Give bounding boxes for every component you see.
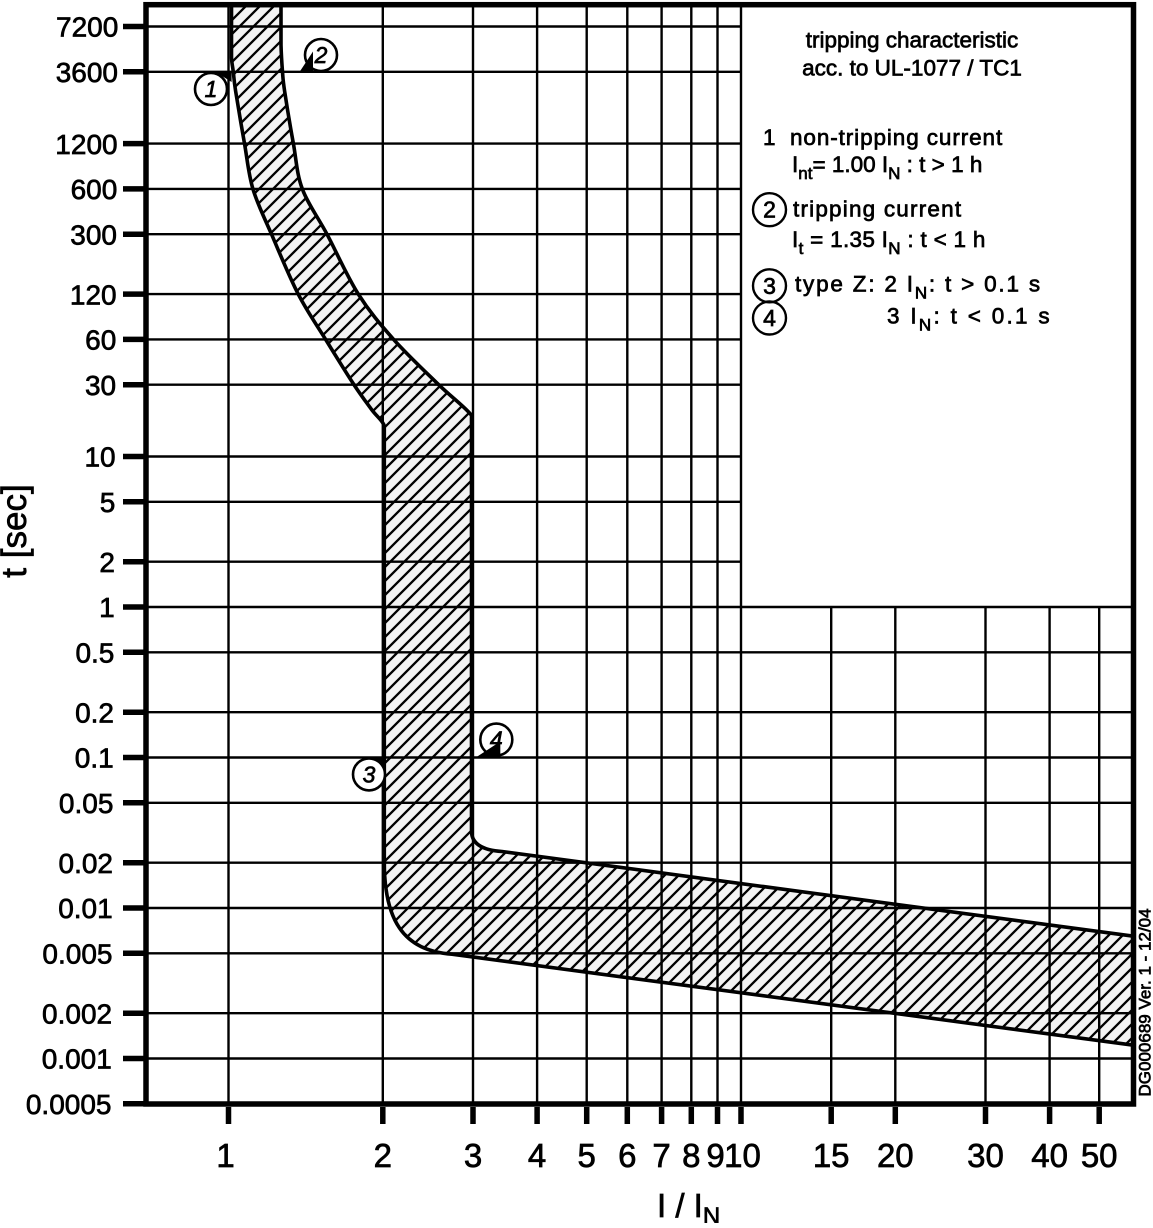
svg-text:non-tripping current: non-tripping current bbox=[790, 125, 1003, 150]
svg-text:1: 1 bbox=[216, 1137, 234, 1174]
svg-text:120: 120 bbox=[70, 279, 117, 310]
svg-text:0.05: 0.05 bbox=[59, 788, 114, 819]
svg-text:DG000689 Ver. 1 - 12/04: DG000689 Ver. 1 - 12/04 bbox=[1136, 908, 1153, 1096]
svg-text:60: 60 bbox=[85, 325, 116, 356]
svg-text:9: 9 bbox=[706, 1137, 724, 1174]
svg-text:15: 15 bbox=[813, 1137, 850, 1174]
svg-text:8: 8 bbox=[682, 1137, 700, 1174]
svg-text:2: 2 bbox=[314, 42, 328, 68]
svg-text:50: 50 bbox=[1081, 1137, 1118, 1174]
svg-text:3: 3 bbox=[763, 273, 776, 299]
svg-text:1: 1 bbox=[99, 592, 115, 623]
svg-text:10: 10 bbox=[724, 1137, 761, 1174]
svg-text:20: 20 bbox=[877, 1137, 914, 1174]
svg-text:acc. to UL-1077 / TC1: acc. to UL-1077 / TC1 bbox=[802, 56, 1022, 81]
svg-text:600: 600 bbox=[71, 174, 118, 205]
svg-text:7200: 7200 bbox=[56, 12, 118, 43]
svg-text:30: 30 bbox=[85, 370, 116, 401]
svg-text:1: 1 bbox=[763, 125, 776, 150]
svg-text:tripping current: tripping current bbox=[793, 197, 962, 222]
svg-text:7: 7 bbox=[652, 1137, 670, 1174]
svg-text:3: 3 bbox=[464, 1137, 482, 1174]
svg-text:2: 2 bbox=[763, 197, 776, 223]
svg-text:4: 4 bbox=[528, 1137, 546, 1174]
svg-text:5: 5 bbox=[100, 487, 116, 518]
svg-text:1200: 1200 bbox=[55, 129, 117, 160]
svg-text:0.2: 0.2 bbox=[75, 697, 114, 728]
svg-text:tripping characteristic: tripping characteristic bbox=[806, 28, 1019, 53]
svg-text:300: 300 bbox=[70, 219, 117, 250]
svg-text:0.02: 0.02 bbox=[59, 848, 114, 879]
svg-text:2: 2 bbox=[99, 547, 115, 578]
svg-text:0.001: 0.001 bbox=[42, 1044, 112, 1075]
svg-text:0.002: 0.002 bbox=[42, 998, 112, 1029]
svg-text:2: 2 bbox=[374, 1137, 392, 1174]
svg-text:0.1: 0.1 bbox=[75, 743, 114, 774]
svg-text:5: 5 bbox=[578, 1137, 596, 1174]
svg-text:3: 3 bbox=[363, 761, 376, 787]
svg-text:6: 6 bbox=[618, 1137, 636, 1174]
svg-text:t [sec]: t [sec] bbox=[0, 484, 34, 577]
svg-text:3600: 3600 bbox=[56, 57, 118, 88]
svg-text:0.0005: 0.0005 bbox=[26, 1089, 112, 1120]
svg-text:0.01: 0.01 bbox=[58, 893, 113, 924]
svg-text:30: 30 bbox=[967, 1137, 1004, 1174]
svg-text:4: 4 bbox=[763, 305, 776, 331]
svg-text:40: 40 bbox=[1031, 1137, 1068, 1174]
svg-text:0.5: 0.5 bbox=[75, 638, 114, 669]
svg-text:1: 1 bbox=[205, 76, 218, 102]
svg-text:10: 10 bbox=[84, 442, 115, 473]
svg-text:0.005: 0.005 bbox=[42, 939, 112, 970]
